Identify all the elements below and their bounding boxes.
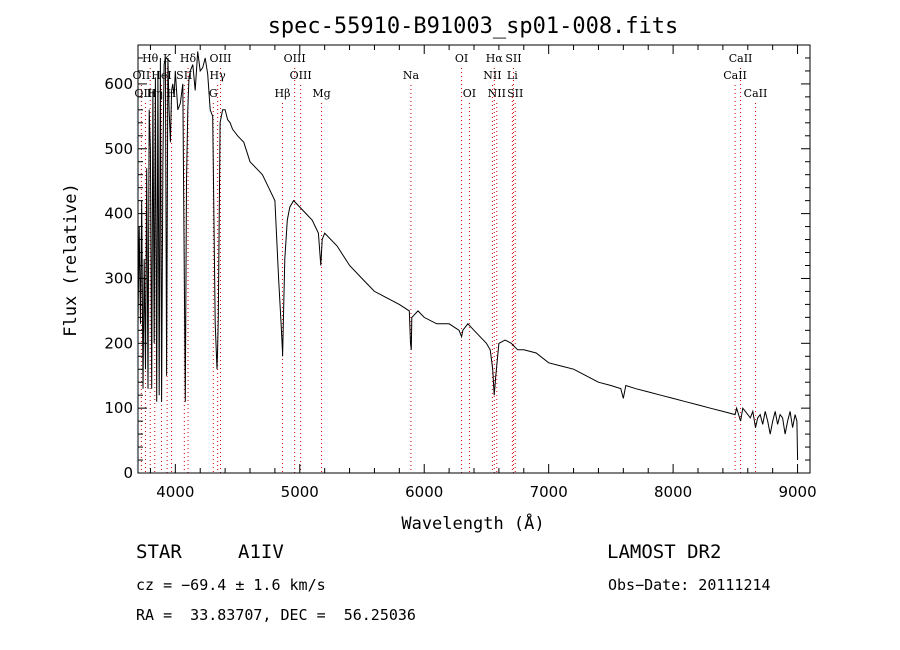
line-label: Hα bbox=[486, 52, 504, 65]
line-label: NII bbox=[488, 87, 506, 100]
line-label: CaII bbox=[744, 87, 768, 100]
x-tick-label: 8000 bbox=[654, 483, 692, 501]
line-label: SII bbox=[505, 52, 521, 65]
plot-frame bbox=[137, 44, 811, 474]
y-axis-label: Flux (relative) bbox=[61, 183, 81, 337]
line-label: Mg bbox=[312, 87, 330, 100]
y-tick-label: 300 bbox=[104, 269, 133, 287]
y-tick-label: 200 bbox=[104, 334, 133, 352]
x-tick-label: 5000 bbox=[281, 483, 319, 501]
flux-series-line bbox=[137, 51, 799, 461]
line-label: Na bbox=[403, 69, 420, 82]
x-tick-label: 6000 bbox=[405, 483, 443, 501]
y-tick-label: 500 bbox=[104, 140, 133, 158]
y-tick-label: 600 bbox=[104, 75, 133, 93]
line-label: Li bbox=[507, 69, 518, 82]
spectral-subclass: A1IV bbox=[238, 541, 284, 563]
object-type: STAR bbox=[136, 541, 182, 563]
line-label: NII bbox=[483, 69, 501, 82]
sky-coordinates: RA = 33.83707, DEC = 56.25036 bbox=[136, 606, 416, 624]
line-label: OIII bbox=[290, 69, 312, 82]
x-tick-label: 9000 bbox=[778, 483, 816, 501]
line-label: HeI bbox=[151, 69, 171, 82]
line-label: Hδ bbox=[180, 52, 197, 65]
line-label: OIII bbox=[209, 52, 231, 65]
x-axis-label: Wavelength (Å) bbox=[401, 512, 544, 534]
x-axis: 4000 5000 6000 7000 8000 9000 bbox=[149, 45, 817, 501]
y-tick-label: 100 bbox=[104, 399, 133, 417]
survey-name: LAMOST DR2 bbox=[607, 541, 722, 563]
line-label: OI bbox=[455, 52, 468, 65]
line-label: SII bbox=[176, 69, 192, 82]
line-label: SII bbox=[507, 87, 523, 100]
redshift-velocity: cz = −69.4 ± 1.6 km/s bbox=[136, 576, 326, 594]
line-label: CaII bbox=[723, 69, 747, 82]
line-label: OIII bbox=[284, 52, 306, 65]
chart-title: spec-55910-B91003_sp01-008.fits bbox=[268, 14, 679, 39]
y-tick-label: 400 bbox=[104, 205, 133, 223]
line-label: Hη bbox=[147, 87, 163, 100]
y-axis: 0 100 200 300 400 500 600 bbox=[104, 57, 810, 482]
y-tick-label: 0 bbox=[123, 464, 133, 482]
line-label: Hβ bbox=[275, 87, 291, 100]
x-tick-label: 4000 bbox=[156, 483, 194, 501]
line-label: G bbox=[209, 87, 218, 100]
observation-date: Obs−Date: 20111214 bbox=[608, 576, 771, 594]
line-label: OI bbox=[463, 87, 476, 100]
line-label: OII bbox=[133, 69, 151, 82]
line-label: Hθ bbox=[142, 52, 159, 65]
line-label: Hγ bbox=[210, 69, 227, 82]
x-tick-label: 7000 bbox=[530, 483, 568, 501]
line-label: CaII bbox=[729, 52, 753, 65]
emission-line-markers bbox=[140, 68, 756, 473]
